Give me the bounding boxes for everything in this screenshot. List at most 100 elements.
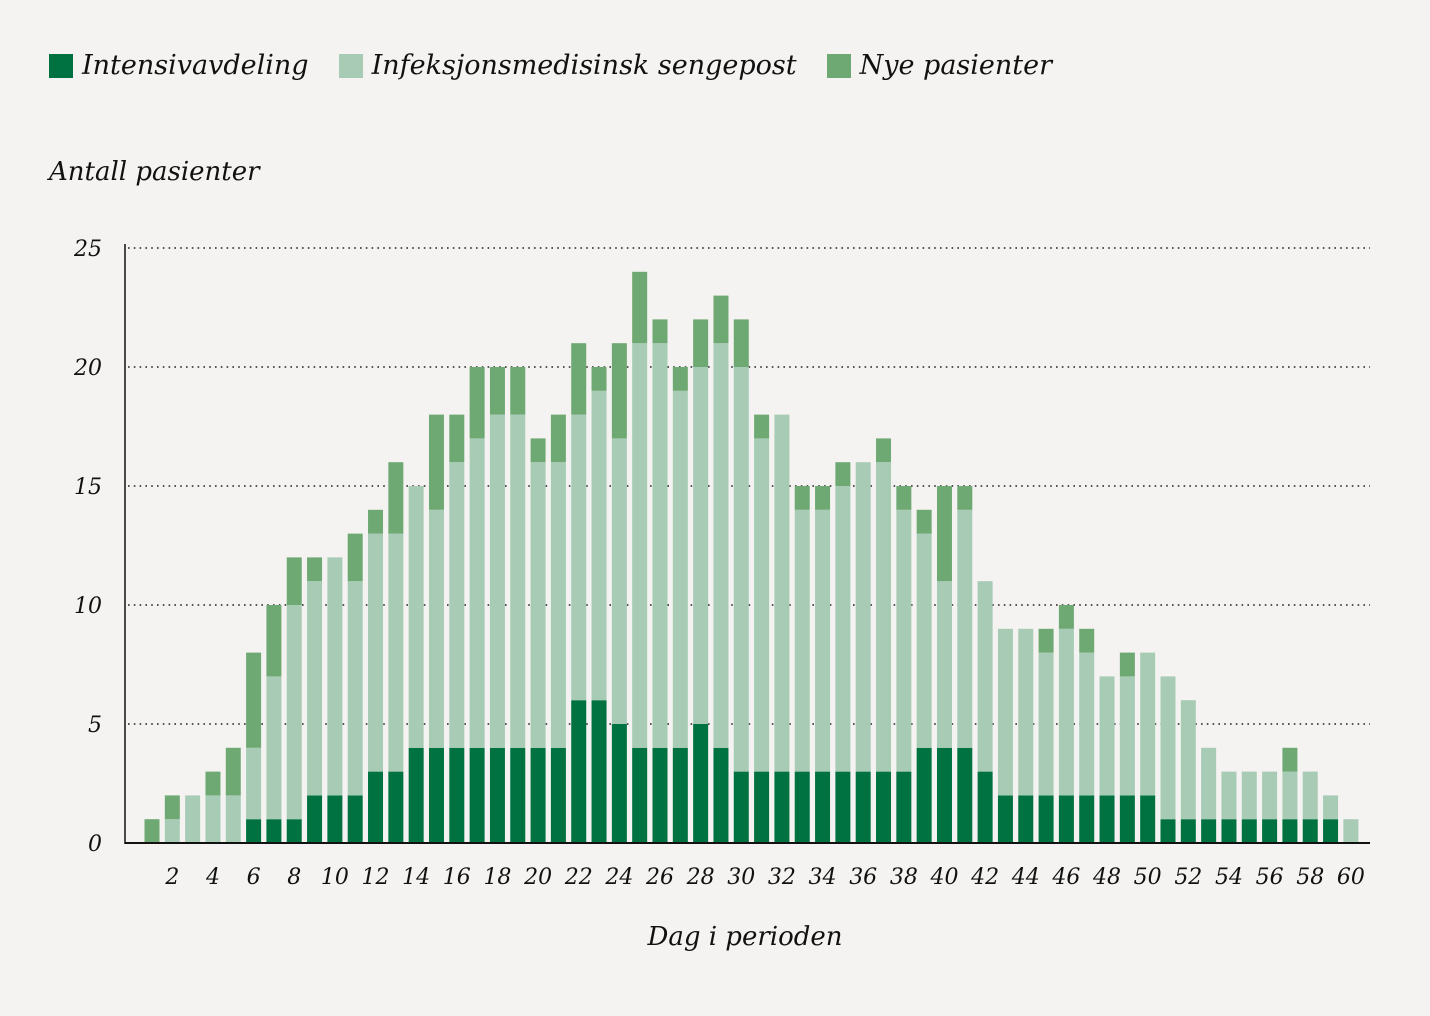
bar-segment-ward — [408, 486, 424, 748]
x-tick-label: 8 — [287, 865, 301, 890]
bar-segment-new — [713, 295, 729, 344]
bar-segment-ward — [550, 462, 566, 748]
bar-segment-icu — [774, 771, 790, 843]
legend-item-ward: Infeksjonsmedisinsk sengepost — [338, 50, 797, 81]
bar-segment-icu — [1079, 795, 1095, 843]
bar-segment-icu — [997, 795, 1013, 843]
bar-segment-icu — [1302, 819, 1318, 843]
legend-swatch-icu — [49, 53, 73, 78]
bar-segment-new — [1079, 628, 1095, 653]
bar-segment-icu — [1323, 819, 1339, 843]
legend-item-icu: Intensivavdeling — [49, 50, 309, 81]
bar-segment-ward — [185, 795, 201, 843]
bar-segment-new — [835, 462, 851, 486]
bar-segment-new — [672, 367, 688, 391]
bar-segment-ward — [1302, 771, 1318, 820]
bar-segment-icu — [327, 795, 343, 843]
bar-segment-new — [164, 795, 180, 820]
bar-segment-icu — [510, 747, 526, 843]
bar-segment-icu — [1119, 795, 1135, 843]
bar-segment-icu — [1262, 819, 1278, 843]
x-tick-label: 14 — [402, 865, 430, 890]
bar-segment-new — [733, 319, 749, 367]
bar-segment-ward — [754, 438, 770, 772]
bar-segment-ward — [510, 414, 526, 748]
bar-segment-icu — [1201, 819, 1217, 843]
bar-segment-new — [368, 509, 384, 534]
bar-segment-ward — [307, 581, 323, 796]
bar-segment-ward — [693, 367, 709, 724]
x-tick-label: 20 — [523, 865, 552, 890]
bar-segment-ward — [1343, 819, 1359, 843]
bar-segment-new — [896, 486, 912, 510]
bar-segment-icu — [754, 771, 770, 843]
bar-segment-ward — [368, 533, 384, 772]
bar-segment-icu — [896, 771, 912, 843]
bar-segment-new — [876, 438, 892, 463]
bar-segment-ward — [652, 343, 668, 748]
bar-segment-icu — [1180, 819, 1196, 843]
bar-segment-ward — [1140, 652, 1156, 796]
bar-segment-icu — [1241, 819, 1257, 843]
bar-segment-ward — [997, 628, 1013, 796]
y-tick-label: 10 — [74, 594, 102, 619]
bar-segment-ward — [835, 486, 851, 772]
x-tick-label: 22 — [564, 865, 593, 890]
legend-label-new: Nye pasienter — [859, 50, 1053, 81]
bar-segment-icu — [1018, 795, 1034, 843]
bar-segment-new — [611, 343, 627, 439]
bar-segment-new — [428, 414, 444, 510]
y-tick-label: 20 — [73, 356, 102, 381]
x-tick-label: 6 — [247, 865, 261, 890]
bar-segment-icu — [1058, 795, 1074, 843]
x-tick-label: 60 — [1337, 865, 1365, 890]
bar-segment-new — [449, 414, 465, 463]
bar-segment-icu — [855, 771, 871, 843]
y-tick-label: 25 — [73, 237, 102, 262]
bar-segment-ward — [876, 462, 892, 772]
bar-segment-ward — [489, 414, 505, 748]
bar-segment-new — [469, 367, 485, 439]
bar-segment-ward — [611, 438, 627, 724]
bar-segment-icu — [632, 747, 648, 843]
bar-segment-ward — [1119, 676, 1135, 796]
bar-segment-ward — [1323, 795, 1339, 820]
bar-segment-new — [347, 533, 363, 582]
y-tick-label: 5 — [88, 713, 102, 738]
x-tick-label: 36 — [849, 865, 877, 890]
bar-segment-ward — [347, 581, 363, 796]
x-tick-label: 46 — [1051, 865, 1080, 890]
bar-segment-ward — [977, 581, 993, 772]
bar-segment-icu — [449, 747, 465, 843]
x-tick-label: 18 — [483, 865, 511, 890]
y-tick-label: 15 — [74, 475, 102, 500]
bar-segment-ward — [164, 819, 180, 843]
bar-segment-icu — [347, 795, 363, 843]
bar-segment-ward — [672, 390, 688, 748]
bar-segment-icu — [307, 795, 323, 843]
bar-segment-new — [246, 652, 262, 748]
legend-item-new: Nye pasienter — [826, 50, 1053, 81]
bar-segment-icu — [1099, 795, 1115, 843]
bar-segment-icu — [936, 747, 952, 843]
bar-segment-new — [510, 367, 526, 415]
bar-segment-icu — [977, 771, 993, 843]
bar-segment-ward — [936, 581, 952, 748]
bar-segment-icu — [1282, 819, 1298, 843]
bar-segment-ward — [205, 795, 221, 843]
bar-segment-new — [652, 319, 668, 344]
bar-segment-ward — [388, 533, 404, 772]
bar-segment-icu — [815, 771, 831, 843]
bar-segment-icu — [246, 819, 262, 843]
bar-segment-ward — [632, 343, 648, 748]
bar-segment-new — [1038, 628, 1054, 653]
bar-segment-icu — [368, 771, 384, 843]
bar-segment-new — [794, 486, 810, 510]
bar-segment-icu — [1038, 795, 1054, 843]
bar-segment-ward — [855, 462, 871, 772]
bar-segment-ward — [571, 414, 587, 701]
bar-segment-icu — [388, 771, 404, 843]
x-tick-label: 34 — [809, 865, 837, 890]
x-tick-label: 4 — [205, 865, 220, 890]
x-tick-label: 50 — [1134, 865, 1162, 890]
